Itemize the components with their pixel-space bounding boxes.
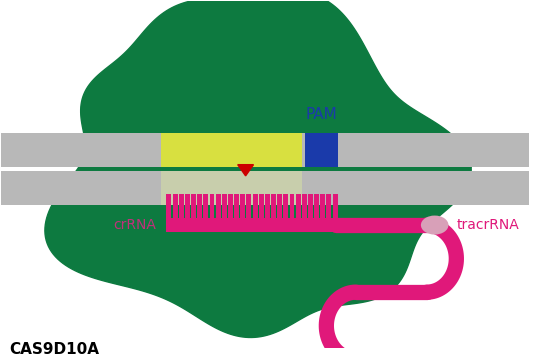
Bar — [259, 194, 264, 219]
Bar — [2, 171, 529, 205]
Bar — [271, 194, 276, 219]
Text: PAM: PAM — [306, 107, 337, 122]
Bar — [296, 194, 301, 219]
Bar — [2, 133, 529, 167]
Bar — [314, 194, 319, 219]
Bar — [222, 194, 227, 219]
Bar — [197, 194, 202, 219]
Bar — [203, 194, 209, 219]
Bar — [333, 194, 338, 219]
Bar — [215, 194, 221, 219]
Ellipse shape — [421, 216, 449, 235]
Bar — [284, 194, 288, 219]
Bar — [179, 194, 184, 219]
Text: tracrRNA: tracrRNA — [456, 218, 519, 232]
Bar — [302, 194, 307, 219]
Bar — [191, 194, 196, 219]
Bar — [265, 194, 270, 219]
Bar — [240, 194, 245, 219]
Bar — [326, 194, 331, 219]
Bar — [210, 194, 214, 219]
Bar — [247, 194, 251, 219]
Bar — [289, 194, 294, 219]
Bar — [277, 194, 282, 219]
Polygon shape — [45, 0, 471, 337]
Text: CAS9D10A: CAS9D10A — [9, 342, 99, 357]
Bar — [173, 194, 177, 219]
Bar — [252, 194, 257, 219]
Text: crRNA: crRNA — [113, 218, 156, 232]
Bar — [166, 219, 338, 232]
Bar — [304, 133, 338, 167]
Bar — [161, 171, 302, 205]
Bar — [234, 194, 239, 219]
Polygon shape — [238, 165, 254, 176]
Circle shape — [418, 351, 432, 360]
Bar — [161, 133, 302, 167]
Bar — [167, 194, 172, 219]
Bar — [321, 194, 325, 219]
Bar — [228, 194, 233, 219]
Bar — [308, 194, 313, 219]
Bar — [185, 194, 190, 219]
